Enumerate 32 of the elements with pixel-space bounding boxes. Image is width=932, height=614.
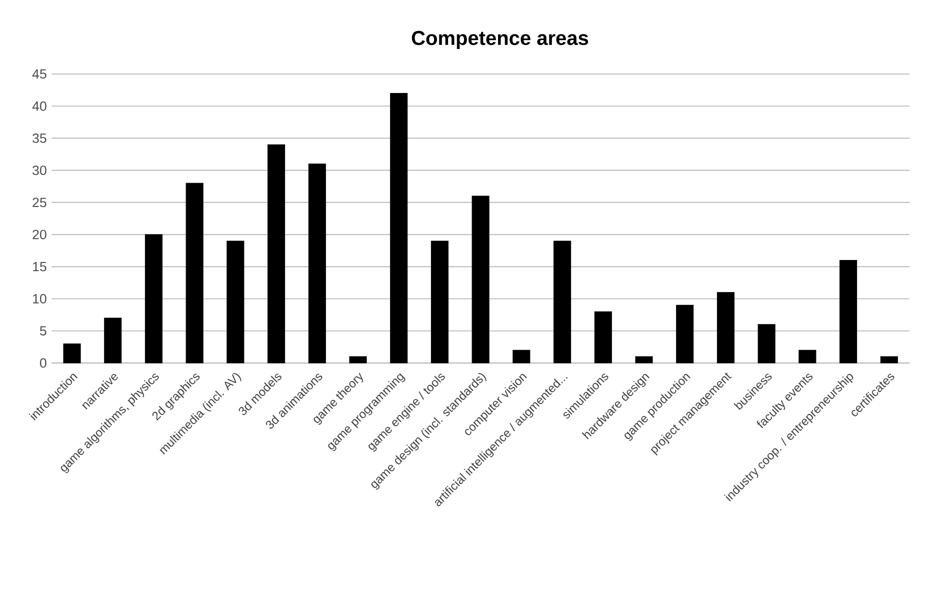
bar [144,234,162,364]
y-tick-label: 35 [32,134,46,143]
bar [390,92,408,364]
bar [430,240,448,364]
bar [716,292,734,364]
y-tick-label: 40 [32,101,46,111]
y-tick-label: 25 [32,198,46,208]
bar [308,164,326,364]
y-tick-label: 0 [40,358,46,368]
chart-title: Competence areas [412,30,588,50]
bar [554,240,572,364]
y-tick-label: 10 [33,294,46,304]
bar [594,311,612,364]
bar [104,318,122,364]
bar [635,356,653,364]
y-tick-label: 30 [32,166,46,176]
y-tick-label: 20 [32,230,46,240]
y-tick-label: 15 [33,262,46,272]
y-tick-label: 45 [32,69,46,79]
bar [798,350,816,364]
bar [226,240,244,364]
bar [268,144,286,364]
bar [880,356,898,364]
bar [472,196,490,364]
bar [840,260,858,364]
bar [349,356,367,364]
bar [676,304,694,364]
y-tick-label: 5 [40,326,46,336]
bar [512,350,530,364]
bar [758,324,776,364]
bar [63,343,81,364]
bar [186,182,204,364]
